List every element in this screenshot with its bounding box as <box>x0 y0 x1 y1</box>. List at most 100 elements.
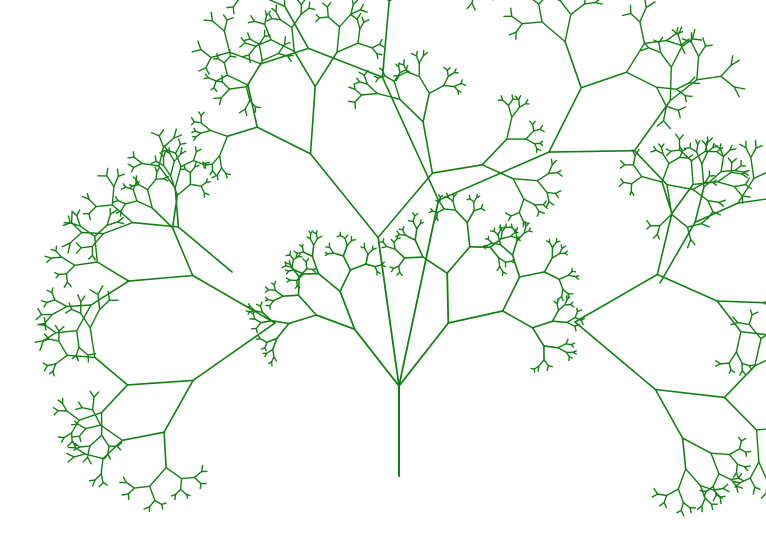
tree-branch <box>412 215 416 223</box>
tree-branch <box>273 284 276 291</box>
tree-branch <box>94 235 99 263</box>
tree-branch <box>226 74 249 86</box>
tree-branch <box>253 318 262 324</box>
tree-branch <box>646 219 652 227</box>
tree-branch <box>106 213 112 226</box>
tree-branch <box>546 365 549 372</box>
tree-branch <box>209 129 229 138</box>
tree-branch <box>574 275 580 280</box>
tree-branch <box>354 101 357 110</box>
tree-branch <box>733 86 740 98</box>
tree-branch <box>42 332 57 342</box>
tree-branch <box>205 163 214 166</box>
tree-branch <box>744 465 751 468</box>
tree-branch <box>548 149 636 153</box>
tree-branch <box>193 127 197 132</box>
tree-branch <box>154 155 157 163</box>
tree-branch <box>100 434 110 447</box>
tree-branch <box>556 171 563 177</box>
tree-branch <box>454 209 469 224</box>
tree-branch <box>387 0 391 2</box>
tree-branch <box>556 0 561 2</box>
tree-branch <box>690 238 696 246</box>
tree-branch <box>394 248 406 259</box>
tree-branch <box>138 183 149 191</box>
tree-branch <box>94 473 102 481</box>
tree-branch <box>78 427 87 437</box>
tree-branch <box>73 446 81 451</box>
tree-branch <box>730 55 734 67</box>
tree-branch <box>223 55 231 64</box>
tree-branch <box>347 100 356 103</box>
tree-branch <box>677 488 684 504</box>
tree-branch <box>189 183 202 187</box>
tree-branch <box>731 157 738 164</box>
tree-branch <box>180 159 195 168</box>
tree-branch <box>200 185 206 194</box>
tree-branch <box>447 196 454 203</box>
tree-branch <box>94 224 108 238</box>
tree-branch <box>500 230 503 240</box>
tree-branch <box>668 156 681 165</box>
tree-branch <box>105 175 115 188</box>
tree-branch <box>734 169 745 173</box>
tree-branch <box>166 149 177 154</box>
tree-branch <box>398 322 450 387</box>
tree-branch <box>737 436 743 442</box>
tree-branch <box>131 221 180 228</box>
tree-branch <box>415 50 419 57</box>
tree-branch <box>255 327 258 334</box>
tree-branch <box>91 254 97 261</box>
tree-branch <box>506 116 513 140</box>
tree-branch <box>376 53 379 60</box>
tree-branch <box>659 213 673 227</box>
tree-branch <box>671 29 679 36</box>
tree-branch <box>74 407 83 411</box>
tree-branch <box>66 410 80 421</box>
tree-branch <box>677 109 681 119</box>
tree-branch <box>500 226 506 230</box>
tree-branch <box>116 442 123 447</box>
tree-branch <box>754 359 766 367</box>
tree-branch <box>523 198 536 206</box>
tree-branch <box>43 333 50 340</box>
tree-branch <box>249 99 257 108</box>
tree-branch <box>704 497 713 505</box>
tree-branch <box>655 86 668 108</box>
tree-branch <box>289 254 295 261</box>
tree-branch <box>715 360 722 365</box>
tree-branch <box>43 313 53 325</box>
tree-branch <box>291 13 302 29</box>
tree-branch <box>68 302 73 311</box>
tree-branch <box>363 19 370 23</box>
tree-branch <box>317 272 341 293</box>
tree-branch <box>326 6 329 18</box>
tree-branch <box>381 0 391 78</box>
tree-branch <box>536 172 550 182</box>
tree-branch <box>308 1 311 9</box>
tree-branch <box>241 54 250 58</box>
tree-branch <box>91 396 95 411</box>
tree-branch <box>538 3 543 23</box>
tree-branch <box>162 164 172 177</box>
tree-branch <box>169 160 176 177</box>
tree-branch <box>739 369 743 376</box>
tree-branch <box>193 476 202 485</box>
tree-branch <box>567 274 576 278</box>
tree-branch <box>558 278 564 291</box>
tree-branch <box>310 230 314 235</box>
tree-branch <box>66 281 72 288</box>
tree-branch <box>127 163 135 169</box>
tree-branch <box>109 209 118 216</box>
tree-branch <box>302 258 307 263</box>
tree-branch <box>639 21 646 45</box>
tree-branch <box>174 165 182 189</box>
tree-branch <box>75 247 82 254</box>
tree-branch <box>447 310 504 324</box>
tree-branch <box>738 448 747 453</box>
tree-branch <box>489 246 500 259</box>
tree-branch <box>744 177 750 186</box>
tree-branch <box>414 212 419 217</box>
tree-branch <box>359 21 365 30</box>
